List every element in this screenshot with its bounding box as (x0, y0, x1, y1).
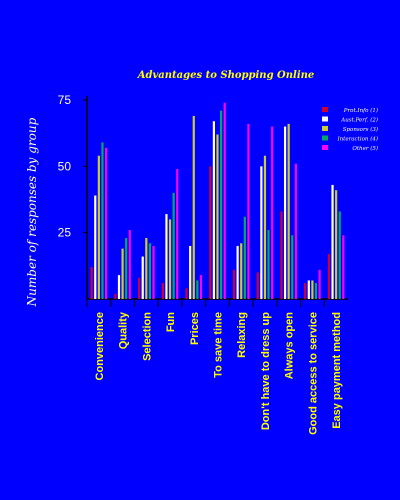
y-axis-label: Number of responses by group (25, 117, 39, 307)
bar (192, 115, 195, 299)
category-label: Always open (284, 312, 296, 380)
bar (216, 134, 219, 299)
y-tick-label: 25 (58, 226, 72, 240)
bar (236, 245, 239, 299)
legend-swatch (322, 135, 328, 141)
bar (243, 216, 246, 299)
bar (287, 123, 290, 299)
legend-label: Prot.Info (1) (343, 107, 378, 114)
bar (161, 283, 164, 299)
bar (212, 121, 215, 299)
bar (327, 253, 331, 299)
axes: 25 50 75 (58, 93, 348, 307)
bar (223, 102, 226, 299)
bar (185, 288, 188, 299)
legend-label: Interaction (4) (336, 136, 378, 143)
legend-swatch (322, 126, 328, 131)
category-label: Convenience (94, 312, 106, 380)
bar (189, 245, 192, 299)
bar (125, 237, 128, 299)
category-label: Fun (165, 312, 177, 332)
y-tick-label: 50 (58, 159, 72, 173)
bar (97, 155, 100, 299)
bar (90, 267, 93, 299)
bar (338, 211, 341, 299)
bar (148, 243, 152, 299)
bar (263, 155, 267, 299)
bar (138, 277, 141, 299)
bar (176, 168, 179, 299)
y-tick-label: 75 (58, 93, 72, 107)
category-label: Easy payment method (331, 312, 343, 429)
bar (318, 269, 321, 299)
bar (307, 280, 310, 299)
bar (283, 126, 287, 300)
bar (314, 283, 318, 299)
bar (128, 230, 131, 299)
bar (101, 142, 104, 299)
category-label: Relaxing (236, 312, 248, 358)
bar (152, 245, 155, 299)
bar (271, 126, 274, 300)
category-label: Quality (118, 311, 130, 349)
bar (267, 230, 270, 299)
legend-swatch (322, 107, 328, 112)
bar (196, 280, 199, 299)
category-label: Don't have to dress up (260, 312, 272, 430)
bar (199, 275, 203, 299)
bar (260, 166, 263, 299)
bar (114, 293, 117, 299)
category-labels: Convenience Quality Selection Fun Prices To s… (94, 311, 343, 435)
bar (121, 248, 124, 299)
category-label: Prices (189, 312, 201, 345)
bar (168, 219, 172, 299)
bar (342, 235, 345, 299)
bar (145, 237, 148, 299)
bar (335, 190, 338, 299)
bar (117, 275, 121, 299)
bar (280, 211, 283, 299)
bar (311, 280, 314, 299)
legend-swatch (322, 145, 328, 150)
category-label: To save time (213, 312, 225, 378)
category-label: Good access to service (307, 312, 319, 435)
bar (291, 235, 294, 299)
bars (90, 102, 345, 300)
legend-label: Other (5) (352, 145, 378, 152)
bar (209, 166, 212, 299)
bar (256, 272, 259, 299)
category-label: Selection (141, 312, 153, 361)
legend-label: Sponsors (3) (343, 126, 378, 133)
bar (94, 195, 97, 299)
bar (247, 123, 250, 299)
legend: Prot.Info (1) Aust.Perf. (2) Sponsors (3) I… (322, 107, 378, 152)
bar (220, 110, 223, 299)
bar (232, 269, 236, 299)
bar (240, 243, 243, 299)
bar (331, 184, 334, 299)
bar (104, 147, 108, 299)
bar (141, 256, 144, 299)
bar (294, 163, 297, 299)
bar (172, 192, 175, 299)
legend-label: Aust.Perf. (2) (340, 117, 378, 124)
bar (304, 283, 307, 299)
chart-title: Advantages to Shopping Online (137, 70, 315, 81)
legend-swatch (322, 116, 328, 122)
bar (165, 214, 168, 299)
